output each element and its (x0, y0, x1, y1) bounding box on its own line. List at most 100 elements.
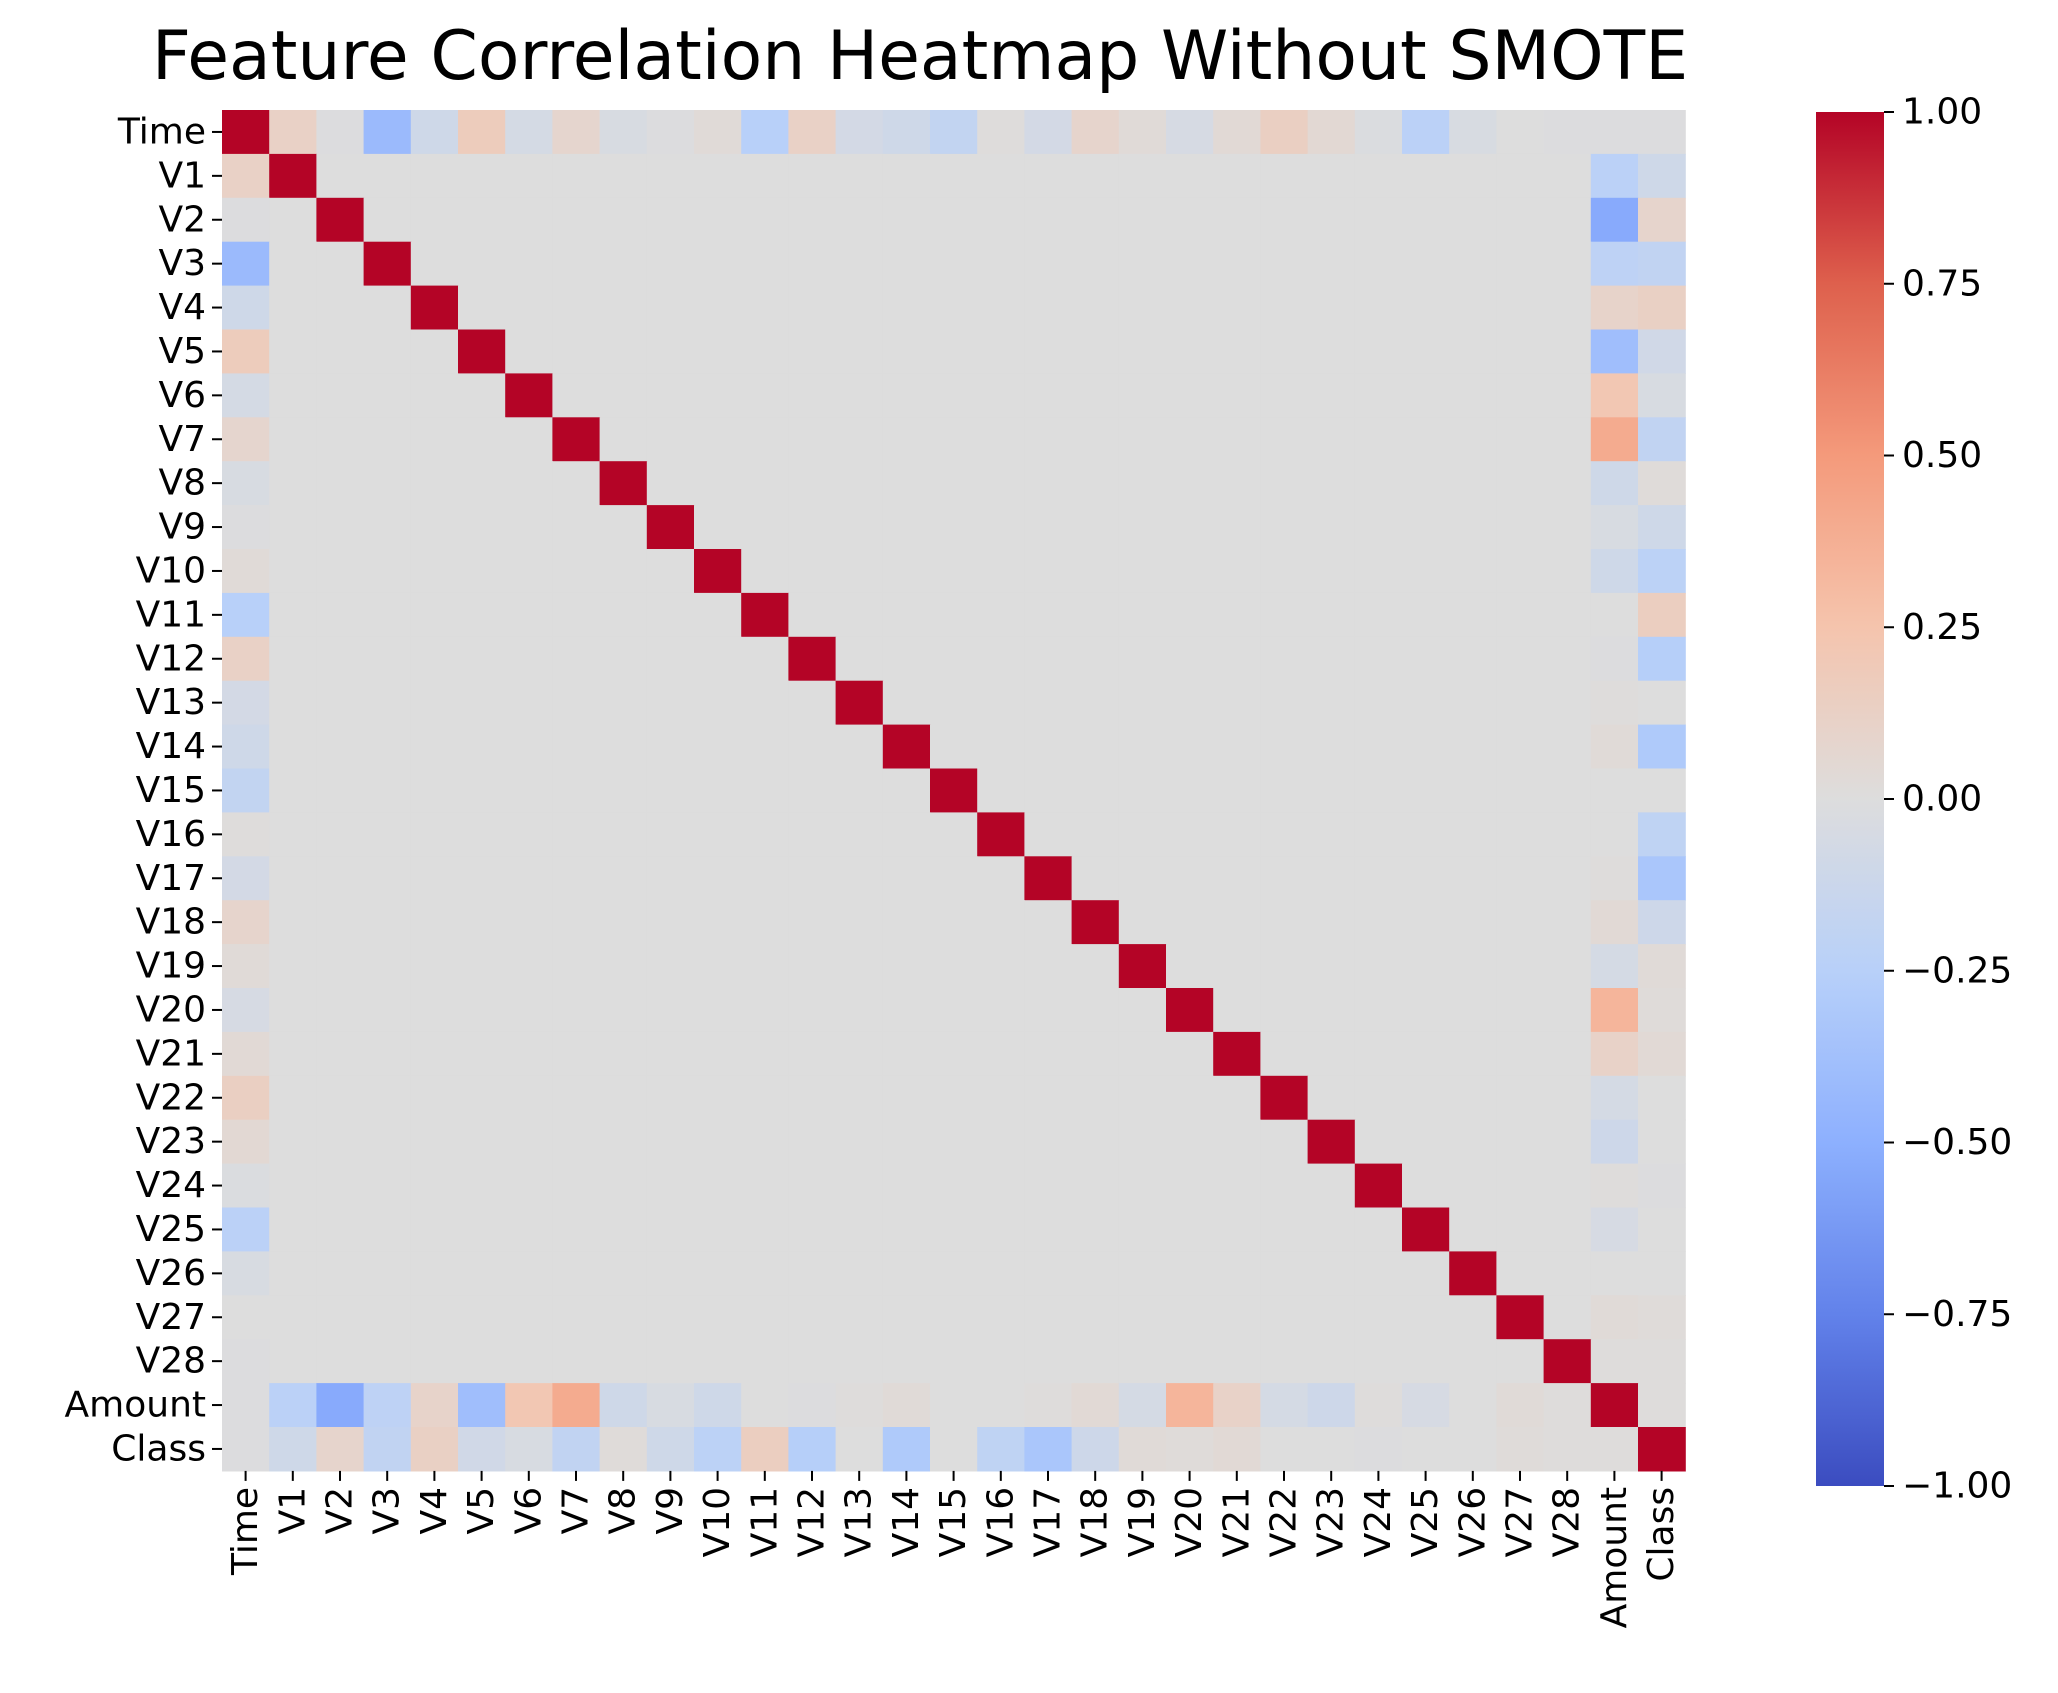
x-tick-label-Class: Class (1641, 1487, 1682, 1582)
heatmap-cell-V17-V23 (1307, 856, 1356, 901)
heatmap-cell-V12-V22 (1260, 636, 1309, 682)
heatmap-cell-V24-V7 (552, 1163, 601, 1209)
heatmap-cell-V9-Class (1638, 505, 1686, 550)
heatmap-cell-V12-V28 (1543, 636, 1592, 682)
heatmap-cell-V5-V6 (505, 329, 553, 374)
heatmap-cell-V20-V12 (788, 988, 837, 1033)
x-tick-label-V2: V2 (320, 1487, 361, 1535)
heatmap-cell-V10-V16 (977, 549, 1025, 594)
heatmap-cell-V28-V26 (1449, 1339, 1497, 1384)
heatmap-cell-V2-V19 (1118, 197, 1167, 243)
heatmap-cell-V22-V10 (694, 1075, 742, 1121)
heatmap-cell-V8-Class (1638, 461, 1686, 506)
colorbar-tick-label: 0.00 (1902, 779, 1982, 820)
heatmap-cell-Time-V18 (1071, 110, 1120, 155)
heatmap-cell-V11-V20 (1166, 592, 1214, 638)
heatmap-cell-V5-V26 (1449, 329, 1497, 374)
heatmap-cell-V26-V10 (694, 1251, 742, 1296)
heatmap-cell-V4-V6 (505, 285, 553, 331)
heatmap-cell-V24-V12 (788, 1163, 837, 1209)
heatmap-cell-V24-V20 (1166, 1163, 1214, 1209)
y-tick-label-V22: V22 (136, 1077, 206, 1118)
heatmap-cell-V26-V14 (882, 1251, 931, 1296)
heatmap-cell-V26-V27 (1496, 1251, 1545, 1296)
heatmap-cell-V26-V21 (1213, 1251, 1261, 1296)
heatmap-cell-V17-V1 (269, 856, 317, 901)
heatmap-cell-V23-V22 (1260, 1119, 1309, 1165)
heatmap-cell-V26-V26 (1449, 1251, 1497, 1296)
heatmap-cell-V11-V25 (1402, 592, 1450, 638)
heatmap-cell-V17-V25 (1402, 856, 1450, 901)
heatmap-cell-V6-V20 (1166, 373, 1214, 418)
heatmap-cell-V2-V11 (741, 197, 789, 243)
heatmap-cell-V17-V2 (316, 856, 365, 901)
heatmap-cell-V21-V17 (1024, 1031, 1073, 1077)
heatmap-cell-V1-V17 (1024, 153, 1073, 199)
heatmap-cell-V27-V26 (1449, 1295, 1497, 1340)
heatmap-cell-V10-V27 (1496, 549, 1545, 594)
heatmap-cell-V27-V6 (505, 1295, 553, 1340)
heatmap-cell-V27-V27 (1496, 1295, 1545, 1340)
heatmap-cell-V26-V12 (788, 1251, 837, 1296)
heatmap-cell-V5-V24 (1354, 329, 1403, 374)
heatmap-cell-V2-V17 (1024, 197, 1073, 243)
heatmap-cell-V5-V19 (1118, 329, 1167, 374)
heatmap-cell-V11-V24 (1354, 592, 1403, 638)
heatmap-cell-V26-V17 (1024, 1251, 1073, 1296)
heatmap-cell-V14-V4 (410, 724, 459, 770)
heatmap-cell-V23-V2 (316, 1119, 365, 1165)
heatmap-cell-Time-V16 (977, 110, 1025, 155)
heatmap-cell-V6-V19 (1118, 373, 1167, 418)
heatmap-cell-V14-Amount (1590, 724, 1639, 770)
heatmap-cell-V28-V12 (788, 1339, 837, 1384)
heatmap-cell-V22-Class (1638, 1075, 1686, 1121)
heatmap-cell-V15-V4 (410, 768, 459, 813)
heatmap-cell-V22-V12 (788, 1075, 837, 1121)
heatmap-cell-V5-V11 (741, 329, 789, 374)
heatmap-cell-V20-V24 (1354, 988, 1403, 1033)
heatmap-cell-V24-V1 (269, 1163, 317, 1209)
heatmap-cell-V21-V19 (1118, 1031, 1167, 1077)
heatmap-cell-V5-V9 (646, 329, 695, 374)
heatmap-cell-Time-V9 (646, 110, 695, 155)
heatmap-cell-V17-V10 (694, 856, 742, 901)
heatmap-cell-V22-V20 (1166, 1075, 1214, 1121)
heatmap-cell-V9-V19 (1118, 505, 1167, 550)
heatmap-cell-Amount-V11 (741, 1383, 789, 1428)
heatmap-cell-V18-V21 (1213, 900, 1261, 945)
heatmap-cell-V14-V18 (1071, 724, 1120, 770)
heatmap-cell-V28-V3 (363, 1339, 412, 1384)
heatmap-cell-V26-V5 (458, 1251, 506, 1296)
heatmap-cell-V22-V22 (1260, 1075, 1309, 1121)
heatmap-cell-V10-V11 (741, 549, 789, 594)
heatmap-cell-V19-V26 (1449, 944, 1497, 989)
heatmap-cell-V16-V11 (741, 812, 789, 857)
heatmap-cell-V14-V11 (741, 724, 789, 770)
heatmap-cell-V6-V25 (1402, 373, 1450, 418)
heatmap-cell-V12-V27 (1496, 636, 1545, 682)
heatmap-cell-V5-V2 (316, 329, 365, 374)
heatmap-cell-V10-V5 (458, 549, 506, 594)
y-tick-label-V4: V4 (158, 287, 206, 328)
heatmap-cell-V13-V17 (1024, 680, 1073, 726)
heatmap-cell-V28-V16 (977, 1339, 1025, 1384)
heatmap-cell-Class-Class (1638, 1427, 1686, 1472)
heatmap-cell-V26-V25 (1402, 1251, 1450, 1296)
heatmap-cell-V7-V25 (1402, 417, 1450, 462)
heatmap-cell-V12-V2 (316, 636, 365, 682)
heatmap-cell-V28-V19 (1118, 1339, 1167, 1384)
heatmap-cell-V12-V21 (1213, 636, 1261, 682)
heatmap-cell-V7-V22 (1260, 417, 1309, 462)
heatmap-cell-V1-V1 (269, 153, 317, 199)
x-tick-label-V8: V8 (603, 1487, 644, 1535)
heatmap-cell-V10-V6 (505, 549, 553, 594)
x-tick-label-V19: V19 (1122, 1487, 1163, 1557)
heatmap-cell-V27-Time (222, 1295, 270, 1340)
heatmap-cell-V23-V23 (1307, 1119, 1356, 1165)
x-tick-label-V20: V20 (1169, 1487, 1210, 1557)
heatmap-cell-V26-V24 (1354, 1251, 1403, 1296)
heatmap-cell-V23-V11 (741, 1119, 789, 1165)
heatmap-cell-V17-V8 (599, 856, 648, 901)
heatmap-cell-V7-V24 (1354, 417, 1403, 462)
heatmap-cell-V28-V21 (1213, 1339, 1261, 1384)
